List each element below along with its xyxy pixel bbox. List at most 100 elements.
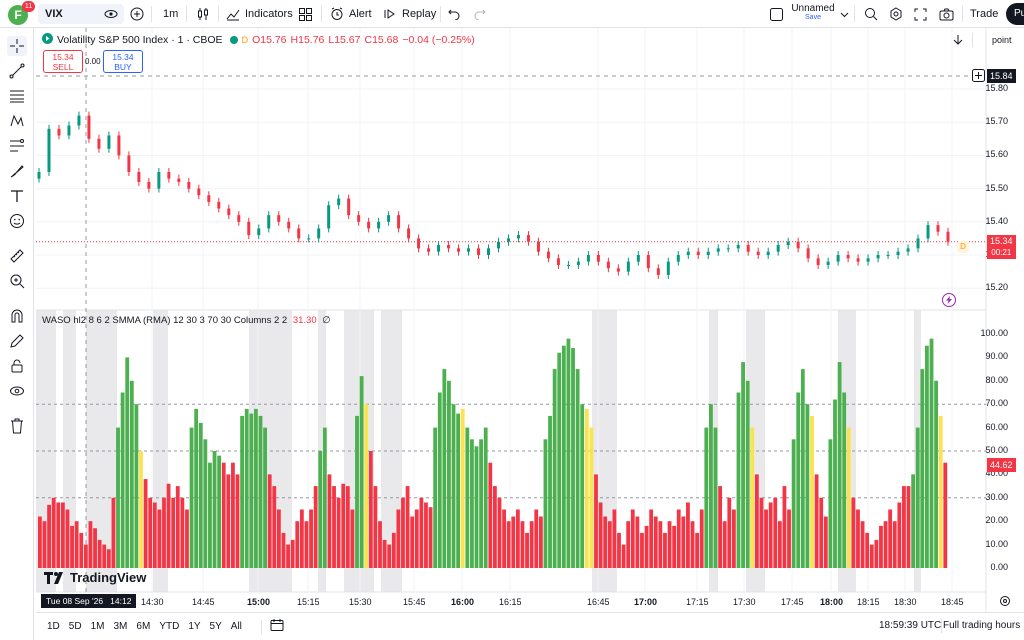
arrow-down-icon[interactable] bbox=[953, 34, 963, 49]
candle-body bbox=[666, 261, 670, 275]
lightning-icon[interactable] bbox=[942, 293, 956, 307]
zoom-in-icon[interactable] bbox=[7, 271, 27, 291]
oscillator-tick-label: 30.00 bbox=[985, 491, 1008, 502]
oscillator-bar bbox=[139, 451, 143, 568]
oscillator-bar bbox=[359, 376, 364, 568]
horizontal-lines-icon[interactable] bbox=[7, 86, 27, 106]
candle-body bbox=[397, 215, 401, 229]
oscillator-bar bbox=[699, 509, 704, 568]
candle-body bbox=[47, 128, 51, 172]
oscillator-bar bbox=[612, 509, 617, 568]
trade-button[interactable]: Trade bbox=[970, 8, 999, 20]
oscillator-bar bbox=[805, 404, 810, 568]
range-1y[interactable]: 1Y bbox=[188, 621, 201, 632]
candle-body bbox=[347, 198, 351, 216]
oscillator-bar bbox=[764, 509, 768, 568]
series-title[interactable]: Volatility S&P 500 Index · 1 · CBOE bbox=[57, 34, 223, 46]
pattern-icon[interactable] bbox=[7, 111, 27, 131]
camera-icon[interactable] bbox=[939, 4, 954, 24]
sell-button[interactable]: 15.34 SELL bbox=[43, 50, 83, 73]
range-1d[interactable]: 1D bbox=[47, 621, 60, 632]
alert-button[interactable]: Alert bbox=[330, 4, 372, 24]
oscillator-bar bbox=[672, 525, 677, 568]
redo-icon[interactable] bbox=[474, 4, 486, 24]
search-icon[interactable] bbox=[864, 4, 878, 24]
oscillator-bar bbox=[552, 369, 557, 568]
candle-body bbox=[756, 251, 760, 255]
candle-body bbox=[147, 181, 151, 189]
range-1m[interactable]: 1M bbox=[90, 621, 105, 632]
candle-body bbox=[107, 135, 111, 149]
session-text[interactable]: Full trading hours bbox=[943, 620, 1021, 631]
range-3m[interactable]: 3M bbox=[113, 621, 128, 632]
oscillator-bar bbox=[272, 486, 277, 568]
range-all[interactable]: All bbox=[230, 621, 242, 632]
emoji-icon[interactable] bbox=[7, 211, 27, 231]
oscillator-bar bbox=[387, 544, 392, 568]
text-icon[interactable] bbox=[7, 186, 27, 206]
dividend-marker[interactable]: D bbox=[957, 241, 969, 253]
candle-body bbox=[776, 245, 780, 252]
oscillator-bar bbox=[851, 497, 856, 568]
oscillator-bar bbox=[557, 352, 562, 568]
settings-gear-icon[interactable] bbox=[999, 595, 1011, 610]
trendline-icon[interactable] bbox=[7, 61, 27, 81]
range-5d[interactable]: 5D bbox=[68, 621, 82, 632]
publish-button[interactable]: Pu bbox=[1006, 3, 1024, 25]
add-alert-icon[interactable] bbox=[972, 69, 985, 85]
oscillator-bar bbox=[235, 474, 240, 568]
candles-icon[interactable] bbox=[196, 4, 210, 24]
layout-checkbox[interactable] bbox=[770, 4, 783, 24]
indicator-extra: ∅ bbox=[322, 315, 331, 326]
tradingview-logo[interactable]: TradingView bbox=[44, 570, 146, 585]
candle-body bbox=[726, 248, 730, 250]
lock-icon[interactable] bbox=[7, 356, 27, 376]
candle-body bbox=[736, 245, 740, 249]
layout-grid-icon[interactable] bbox=[299, 4, 312, 24]
gear-icon[interactable] bbox=[889, 4, 903, 24]
oscillator-bar bbox=[42, 521, 47, 568]
brush-icon[interactable] bbox=[7, 161, 27, 181]
time-tick-label: 16:00 bbox=[451, 597, 475, 607]
visibility-icon[interactable] bbox=[7, 381, 27, 401]
oscillator-bar bbox=[520, 521, 525, 568]
oscillator-bar bbox=[869, 544, 874, 568]
candle-body bbox=[417, 238, 421, 249]
add-symbol-icon[interactable] bbox=[130, 4, 144, 24]
clock-text[interactable]: 18:59:39 UTC bbox=[879, 620, 942, 631]
ruler-icon[interactable] bbox=[7, 246, 27, 266]
fib-icon[interactable] bbox=[7, 136, 27, 156]
indicators-button[interactable]: Indicators bbox=[226, 4, 293, 24]
range-5y[interactable]: 5Y bbox=[209, 621, 222, 632]
chevron-down-icon[interactable] bbox=[840, 4, 849, 24]
oscillator-bar bbox=[920, 369, 925, 568]
time-tick-label: 15:45 bbox=[403, 597, 426, 607]
magnet-icon[interactable] bbox=[7, 306, 27, 326]
main-legend: Volatility S&P 500 Index · 1 · CBOE D O1… bbox=[42, 33, 475, 47]
pencil-lock-icon[interactable] bbox=[7, 331, 27, 351]
session-band bbox=[709, 310, 718, 592]
trash-icon[interactable] bbox=[7, 416, 27, 436]
notification-badge: 11 bbox=[22, 1, 35, 12]
scale-mode[interactable]: point bbox=[992, 35, 1012, 45]
oscillator-value: 44.62 bbox=[990, 460, 1013, 470]
indicator-legend[interactable]: WASO hl2 8 6 2 SMMA (RMA) 12 30 3 70 30 … bbox=[42, 315, 331, 326]
oscillator-bar bbox=[60, 502, 65, 568]
oscillator-bar bbox=[355, 415, 359, 568]
range-6m[interactable]: 6M bbox=[136, 621, 151, 632]
calendar-icon[interactable] bbox=[270, 618, 284, 635]
oscillator-bar bbox=[787, 509, 791, 568]
eye-icon[interactable] bbox=[104, 4, 118, 24]
interval-button[interactable]: 1m bbox=[163, 8, 179, 20]
oscillator-bar bbox=[79, 532, 84, 568]
layout-name[interactable]: Unnamed Save bbox=[790, 3, 836, 21]
oscillator-bar bbox=[56, 502, 61, 568]
range-ytd[interactable]: YTD bbox=[159, 621, 180, 632]
buy-button[interactable]: 15.34 BUY bbox=[103, 50, 143, 73]
crosshair-icon[interactable] bbox=[7, 36, 27, 56]
fullscreen-icon[interactable] bbox=[914, 4, 927, 24]
undo-icon[interactable] bbox=[448, 4, 460, 24]
symbol-search[interactable]: VIX bbox=[38, 4, 124, 24]
replay-button[interactable]: Replay bbox=[383, 4, 436, 24]
